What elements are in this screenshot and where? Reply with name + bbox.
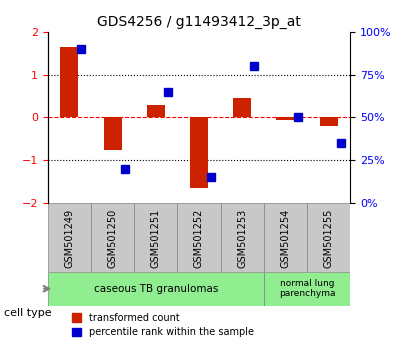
Text: cell type: cell type — [4, 308, 52, 318]
Bar — [190, 118, 208, 188]
Text: GSM501250: GSM501250 — [107, 209, 117, 268]
Text: GSM501253: GSM501253 — [237, 209, 247, 268]
Text: GSM501254: GSM501254 — [281, 209, 291, 268]
Title: GDS4256 / g11493412_3p_at: GDS4256 / g11493412_3p_at — [97, 16, 301, 29]
FancyBboxPatch shape — [307, 203, 350, 272]
FancyBboxPatch shape — [134, 203, 178, 272]
Bar — [147, 105, 165, 118]
FancyBboxPatch shape — [220, 203, 264, 272]
Bar — [276, 118, 295, 120]
FancyBboxPatch shape — [91, 203, 134, 272]
Text: GSM501252: GSM501252 — [194, 209, 204, 268]
Bar — [103, 118, 122, 150]
FancyBboxPatch shape — [178, 203, 220, 272]
Text: normal lung
parenchyma: normal lung parenchyma — [279, 279, 335, 298]
Text: GSM501251: GSM501251 — [151, 209, 161, 268]
FancyBboxPatch shape — [48, 203, 91, 272]
Bar — [60, 47, 78, 118]
Text: GSM501255: GSM501255 — [324, 209, 334, 268]
Bar — [320, 118, 338, 126]
FancyBboxPatch shape — [264, 203, 307, 272]
Legend: transformed count, percentile rank within the sample: transformed count, percentile rank withi… — [68, 309, 258, 341]
FancyBboxPatch shape — [48, 272, 264, 306]
Text: caseous TB granulomas: caseous TB granulomas — [94, 284, 218, 294]
Text: GSM501249: GSM501249 — [64, 209, 74, 268]
Bar — [233, 98, 251, 118]
FancyBboxPatch shape — [264, 272, 350, 306]
